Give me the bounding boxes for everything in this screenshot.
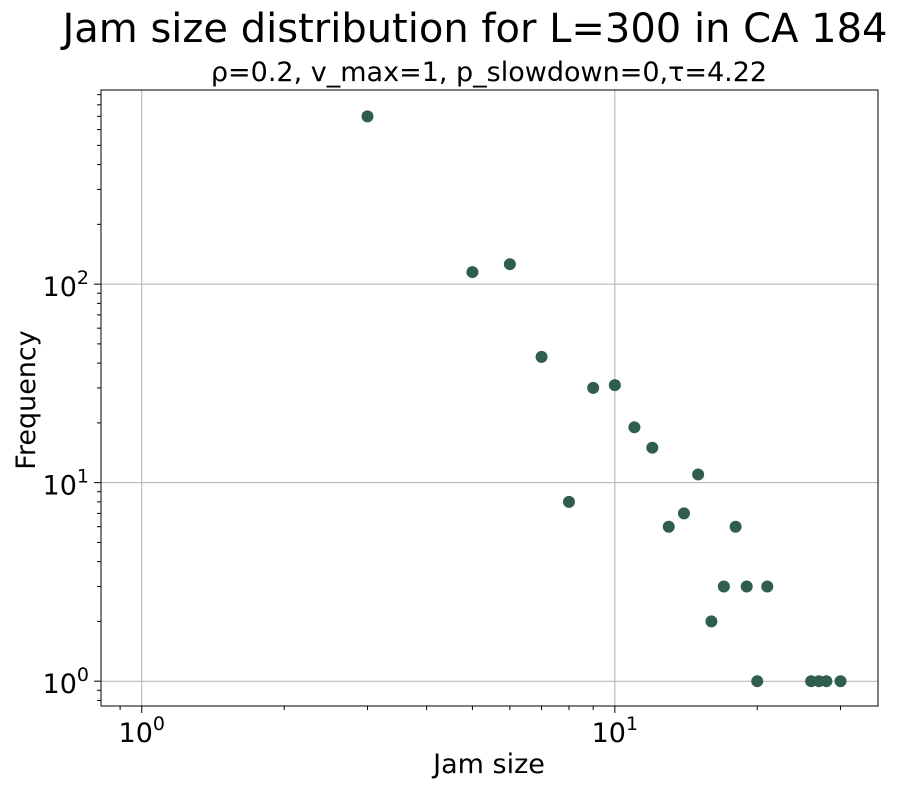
data-point [705,615,718,628]
data-point [466,266,479,279]
data-point [729,520,742,533]
data-point [361,110,374,123]
data-point [646,441,659,454]
plot-frame [100,89,879,707]
data-point [662,520,675,533]
y-axis-label: Frequency [11,330,42,470]
data-point [503,258,516,271]
y-tick-label: 102 [43,267,89,303]
data-point [820,675,833,688]
data-point [740,580,753,593]
data-point [677,507,690,520]
x-tick-label: 101 [592,713,638,749]
y-axis-ticks: 100 101 102 [43,267,101,700]
data-point [628,421,641,434]
data-points [361,110,847,688]
chart-title: Jam size distribution for L=300 in CA 18… [59,6,887,52]
grid-lines [101,90,878,706]
x-axis-label: Jam size [431,749,545,780]
data-point [562,495,575,508]
y-tick-label: 100 [43,664,89,700]
minor-ticks [97,94,842,710]
data-point [717,580,730,593]
data-point [587,381,600,394]
x-axis-ticks: 100 101 [119,706,638,749]
data-point [608,379,621,392]
data-point [692,468,705,481]
data-point [834,675,847,688]
y-tick-label: 101 [43,466,89,502]
data-point [535,350,548,363]
data-point [751,675,764,688]
data-point [761,580,774,593]
chart-subtitle: ρ=0.2, v_max=1, p_slowdown=0,τ=4.22 [211,57,767,88]
x-tick-label: 100 [119,713,165,749]
